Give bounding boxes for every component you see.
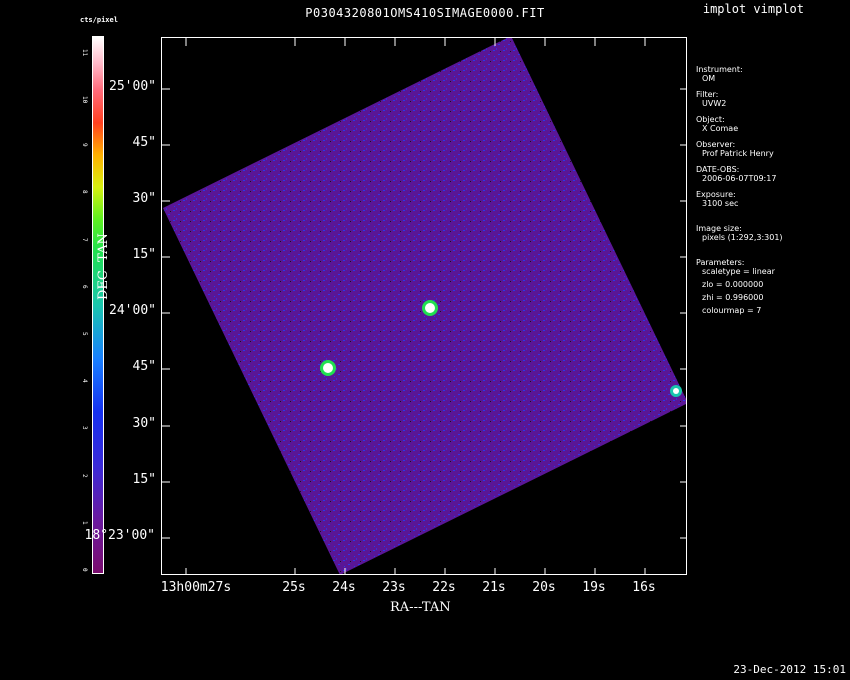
colorbar-tick-label: 11 xyxy=(81,48,88,57)
info-value: pixels (1:292,3:301) xyxy=(702,233,783,242)
tick-marks xyxy=(162,38,686,574)
y-tick-label: 18°23'00" xyxy=(84,528,155,543)
x-tick-label: 19s xyxy=(582,580,606,595)
y-axis-title: DEC--TAN xyxy=(96,233,111,300)
colorbar-tick-label: 0 xyxy=(81,568,88,572)
image-plot xyxy=(161,37,687,575)
y-tick-label: 25'00" xyxy=(109,79,156,94)
info-value: OM xyxy=(702,74,716,83)
colorbar-tick-label: 6 xyxy=(81,284,88,289)
info-key: Filter: xyxy=(696,90,719,99)
colorbar-tick-label: 3 xyxy=(81,426,88,431)
info-key: Object: xyxy=(696,115,725,124)
y-tick-label: 45" xyxy=(132,359,156,374)
info-key: Exposure: xyxy=(696,190,736,199)
x-tick-label: 16s xyxy=(632,580,656,595)
colorbar-label: cts/pixel xyxy=(80,16,118,24)
colorbar xyxy=(92,36,104,574)
image-canvas xyxy=(162,38,686,574)
x-axis-title: RA---TAN xyxy=(390,600,451,615)
info-value: zlo = 0.000000 xyxy=(702,280,764,289)
info-key: Image size: xyxy=(696,224,742,233)
x-tick-label: 23s xyxy=(382,580,406,595)
bright-sources xyxy=(320,300,682,397)
y-tick-label: 45" xyxy=(132,135,156,150)
image-title: P0304320801OMS410SIMAGE0000.FIT xyxy=(305,6,545,20)
info-value: colourmap = 7 xyxy=(702,306,762,315)
info-value: Prof Patrick Henry xyxy=(702,149,774,158)
x-tick-label: 21s xyxy=(482,580,506,595)
info-value: X Comae xyxy=(702,124,739,133)
y-tick-label: 30" xyxy=(132,191,156,206)
info-key: DATE-OBS: xyxy=(696,165,740,174)
colorbar-tick-label: 10 xyxy=(81,96,88,104)
x-tick-label: 20s xyxy=(532,580,556,595)
x-tick-label: 13h00m27s xyxy=(160,580,232,595)
colorbar-tick-label: 7 xyxy=(81,237,88,242)
info-value: scaletype = linear xyxy=(702,267,775,276)
colorbar-tick-label: 5 xyxy=(81,332,88,336)
y-tick-label: 24'00" xyxy=(109,303,156,318)
info-key: Instrument: xyxy=(696,65,743,74)
info-value: 3100 sec xyxy=(702,199,739,208)
colorbar-tick-label: 4 xyxy=(81,379,88,383)
info-key: Observer: xyxy=(696,140,736,149)
info-value: UVW2 xyxy=(702,99,727,108)
colorbar-tick-label: 8 xyxy=(81,190,88,195)
info-panel: Instrument: OM Filter: UVW2 Object: X Comae Ob… xyxy=(696,58,846,315)
x-tick-label: 24s xyxy=(332,580,356,595)
y-tick-label: 15" xyxy=(132,472,156,487)
y-tick-label: 30" xyxy=(132,416,156,431)
info-key: Parameters: xyxy=(696,258,745,267)
x-tick-label: 22s xyxy=(432,580,456,595)
program-name: implot vimplot xyxy=(702,2,804,16)
info-value: zhi = 0.996000 xyxy=(702,293,764,302)
x-tick-label: 25s xyxy=(282,580,306,595)
colorbar-tick-label: 2 xyxy=(81,473,88,478)
plot-timestamp: 23-Dec-2012 15:01 xyxy=(733,663,846,676)
info-value: 2006-06-07T09:17 xyxy=(702,174,777,183)
colorbar-tick-label: 9 xyxy=(81,143,88,147)
y-tick-label: 15" xyxy=(132,247,156,262)
